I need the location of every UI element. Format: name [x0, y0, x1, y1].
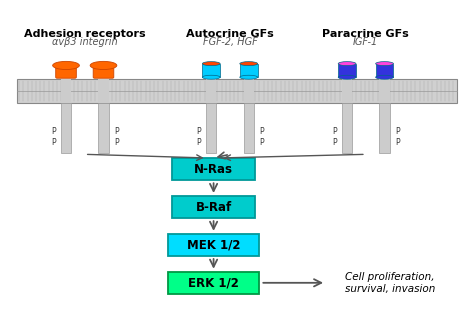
Bar: [244, 78, 254, 103]
Text: P: P: [114, 127, 118, 136]
Text: P: P: [51, 127, 56, 136]
Bar: [244, 103, 254, 153]
Ellipse shape: [90, 61, 117, 70]
Bar: [61, 78, 71, 103]
Ellipse shape: [202, 75, 220, 79]
Bar: [342, 78, 352, 103]
Ellipse shape: [338, 75, 356, 79]
Ellipse shape: [338, 62, 356, 66]
Bar: [206, 78, 217, 103]
Text: N-Ras: N-Ras: [194, 163, 233, 176]
Text: P: P: [196, 127, 201, 136]
Ellipse shape: [240, 62, 257, 66]
FancyBboxPatch shape: [168, 234, 259, 256]
Bar: [98, 78, 109, 103]
FancyBboxPatch shape: [173, 196, 255, 218]
Bar: [379, 78, 390, 103]
Text: P: P: [395, 138, 400, 147]
Text: Autocrine GFs: Autocrine GFs: [186, 29, 274, 39]
Bar: [338, 64, 356, 77]
Bar: [206, 103, 217, 153]
Text: ERK 1/2: ERK 1/2: [188, 276, 239, 289]
FancyBboxPatch shape: [173, 158, 255, 180]
Text: P: P: [332, 138, 337, 147]
Bar: [379, 103, 390, 153]
Bar: [98, 103, 109, 153]
Bar: [376, 64, 393, 77]
FancyBboxPatch shape: [56, 64, 76, 78]
Text: Cell proliferation,
survival, invasion: Cell proliferation, survival, invasion: [345, 272, 435, 293]
Text: P: P: [259, 138, 264, 147]
Text: P: P: [332, 127, 337, 136]
Text: P: P: [259, 127, 264, 136]
Text: MEK 1/2: MEK 1/2: [187, 239, 240, 252]
Ellipse shape: [376, 75, 393, 79]
Ellipse shape: [376, 62, 393, 66]
Text: B-Raf: B-Raf: [195, 201, 232, 213]
Text: P: P: [114, 138, 118, 147]
Bar: [202, 64, 220, 77]
Text: αvβ3 integrin: αvβ3 integrin: [52, 37, 118, 47]
Text: P: P: [51, 138, 56, 147]
Bar: [17, 78, 457, 103]
FancyBboxPatch shape: [168, 272, 259, 294]
Ellipse shape: [240, 75, 257, 79]
Text: P: P: [196, 138, 201, 147]
FancyBboxPatch shape: [93, 64, 114, 78]
Text: FGF-2, HGF: FGF-2, HGF: [202, 37, 257, 47]
Text: Adhesion receptors: Adhesion receptors: [24, 29, 146, 39]
Bar: [342, 103, 352, 153]
Ellipse shape: [53, 61, 79, 70]
Text: Paracrine GFs: Paracrine GFs: [322, 29, 409, 39]
Bar: [61, 103, 71, 153]
Text: IGF-1: IGF-1: [353, 37, 378, 47]
Bar: [240, 64, 257, 77]
Text: P: P: [395, 127, 400, 136]
Ellipse shape: [202, 62, 220, 66]
